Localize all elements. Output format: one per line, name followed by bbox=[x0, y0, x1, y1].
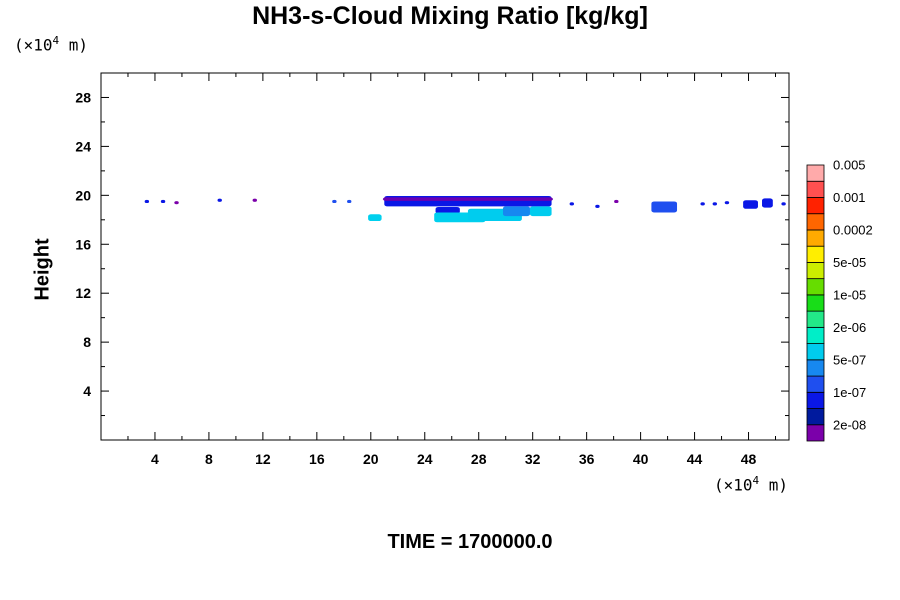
x-tick-label: 20 bbox=[363, 451, 379, 467]
cloud-speck bbox=[724, 201, 730, 205]
colorbar-label: 2e-08 bbox=[833, 417, 866, 432]
time-label: TIME = 1700000.0 bbox=[387, 531, 553, 553]
cloud-speck bbox=[252, 198, 257, 202]
chart-title: NH3-s-Cloud Mixing Ratio [kg/kg] bbox=[252, 2, 648, 30]
cloud-region bbox=[529, 206, 552, 217]
cloud-speck bbox=[614, 199, 619, 204]
cloud-region bbox=[743, 200, 758, 209]
y-tick-label: 8 bbox=[83, 334, 91, 350]
cloud-speck bbox=[347, 199, 352, 204]
y-axis-unit: (×104 m) bbox=[14, 34, 89, 55]
colorbar-label: 5e-05 bbox=[833, 255, 866, 270]
colorbar-swatch bbox=[806, 213, 825, 231]
y-tick-label: 4 bbox=[83, 383, 91, 399]
colorbar-swatch bbox=[806, 343, 825, 361]
colorbar-label: 1e-05 bbox=[833, 287, 866, 302]
x-tick-label: 36 bbox=[579, 451, 595, 467]
y-tick-label: 28 bbox=[75, 89, 91, 105]
colorbar-swatch bbox=[806, 310, 825, 328]
colorbar-swatch bbox=[806, 408, 825, 426]
cloud-speck bbox=[174, 201, 179, 205]
colorbar-label: 0.0002 bbox=[833, 222, 873, 237]
y-tick-label: 24 bbox=[75, 138, 91, 154]
colorbar-swatch bbox=[806, 424, 825, 442]
colorbar-swatch bbox=[806, 245, 825, 263]
colorbar-label: 0.001 bbox=[833, 190, 866, 205]
colorbar-label: 5e-07 bbox=[833, 352, 866, 367]
colorbar-swatch bbox=[806, 359, 825, 377]
cloud-speck bbox=[160, 199, 166, 204]
x-tick-label: 44 bbox=[687, 451, 703, 467]
cloud-speck bbox=[569, 202, 575, 206]
x-tick-label: 32 bbox=[525, 451, 541, 467]
x-tick-label: 40 bbox=[633, 451, 649, 467]
x-tick-label: 8 bbox=[205, 451, 213, 467]
cloud-speck bbox=[781, 202, 786, 206]
cloud-region bbox=[651, 201, 678, 213]
colorbar-swatch bbox=[806, 180, 825, 198]
colorbar-label: 1e-07 bbox=[833, 385, 866, 400]
cloud-region bbox=[503, 206, 530, 217]
colorbar-swatch bbox=[806, 229, 825, 247]
colorbar-swatch bbox=[806, 375, 825, 393]
x-tick-label: 24 bbox=[417, 451, 433, 467]
cloud-speck bbox=[332, 199, 337, 204]
cloud-speck bbox=[217, 198, 222, 202]
cloud-speck bbox=[144, 199, 150, 204]
x-tick-label: 48 bbox=[741, 451, 757, 467]
colorbar-swatch bbox=[806, 326, 825, 344]
colorbar-swatch bbox=[806, 294, 825, 312]
colorbar-swatch bbox=[806, 262, 825, 280]
colorbar-swatch bbox=[806, 164, 825, 182]
x-tick-label: 4 bbox=[151, 451, 159, 467]
x-tick-label: 12 bbox=[255, 451, 271, 467]
colorbar-swatch bbox=[806, 197, 825, 215]
cloud-region bbox=[435, 206, 460, 214]
cloud-region bbox=[382, 197, 553, 201]
cloud-speck bbox=[595, 204, 600, 208]
x-tick-label: 16 bbox=[309, 451, 325, 467]
colorbar-swatch bbox=[806, 278, 825, 296]
cloud-region bbox=[762, 198, 773, 208]
plot-frame bbox=[100, 72, 790, 441]
cloud-region bbox=[368, 214, 382, 222]
cloud-speck bbox=[712, 202, 718, 206]
x-axis-unit: (×104 m) bbox=[714, 474, 789, 495]
y-tick-label: 16 bbox=[75, 236, 91, 252]
colorbar-label: 0.005 bbox=[833, 158, 866, 173]
x-tick-label: 28 bbox=[471, 451, 487, 467]
y-tick-label: 20 bbox=[75, 187, 91, 203]
y-tick-label: 12 bbox=[75, 285, 91, 301]
cloud-speck bbox=[700, 202, 705, 206]
colorbar-swatch bbox=[806, 391, 825, 409]
colorbar-label: 2e-06 bbox=[833, 320, 866, 335]
